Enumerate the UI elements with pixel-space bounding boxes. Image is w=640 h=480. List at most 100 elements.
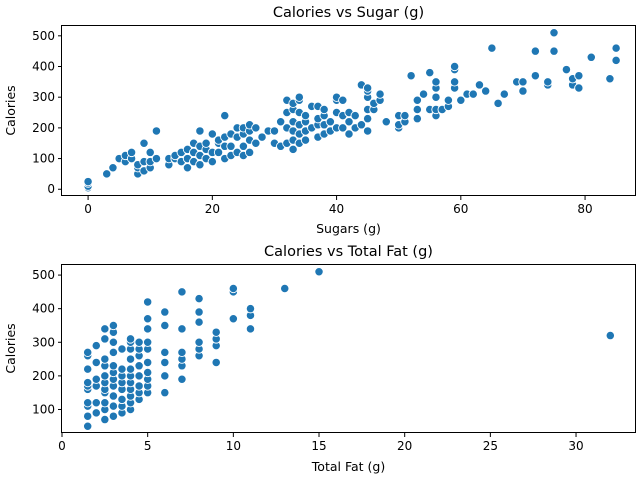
sugar-chart-point (412, 95, 422, 105)
sugar-chart-xtick-label: 20 (205, 202, 220, 216)
fat-chart-point (177, 324, 187, 334)
sugar-chart-point (319, 104, 329, 115)
sugar-chart-point (226, 141, 236, 151)
fat-chart-point (108, 401, 119, 411)
fat-chart-point (117, 364, 127, 374)
sugar-chart-point (213, 147, 224, 158)
sugar-chart-point (449, 77, 460, 87)
fat-chart-point (83, 377, 93, 388)
sugar-chart-point (418, 89, 429, 99)
sugar-chart-point (443, 95, 454, 105)
fat-chart-point (314, 267, 324, 277)
sugar-chart-point (586, 52, 596, 62)
sugar-chart-points (83, 28, 621, 193)
sugar-chart-ytick-label: 300 (32, 90, 55, 104)
fat-chart-point (177, 287, 187, 297)
sugar-chart-point (238, 141, 249, 151)
fat-chart-point (83, 364, 93, 374)
fat-chart-point (108, 337, 119, 347)
sugar-chart-point (530, 71, 541, 81)
sugar-chart-xlabel: Sugars (g) (316, 221, 381, 236)
fat-chart-xtick-label: 15 (311, 439, 326, 453)
sugar-chart-point (425, 67, 435, 78)
fat-chart-point (100, 354, 110, 364)
fat-chart-xtick-label: 20 (397, 439, 412, 453)
sugar-chart-point (518, 77, 528, 87)
sugar-chart-point (375, 89, 385, 99)
fat-chart-point (108, 347, 119, 358)
sugar-chart-point (151, 153, 162, 164)
sugar-chart-point (269, 126, 280, 136)
fat-chart-point (117, 394, 127, 405)
fat-chart-point (108, 361, 119, 371)
fat-chart-point (91, 340, 101, 351)
fat-chart-point (160, 357, 170, 368)
fat-chart-ytick-label: 100 (32, 402, 55, 416)
sugar-chart-frame (61, 25, 636, 196)
sugar-chart-point (362, 126, 373, 136)
fat-chart-xtick-label: 30 (568, 439, 583, 453)
sugar-chart-point (102, 169, 112, 179)
fat-chart-point (160, 388, 170, 398)
fat-chart-point (245, 304, 256, 314)
sugar-chart-point (325, 117, 336, 127)
sugar-chart-point (151, 126, 162, 136)
fat-chart-xtick-label: 25 (483, 439, 498, 453)
sugar-chart-point (400, 110, 410, 121)
fat-chart-ylabel: Calories (3, 323, 18, 373)
sugar-chart-point (201, 138, 211, 148)
sugar-chart-point (207, 156, 217, 167)
fat-chart-frame (61, 264, 636, 433)
fat-chart-point (108, 391, 119, 401)
sugar-chart-point (449, 61, 460, 72)
sugar-chart-point (276, 117, 286, 127)
sugar-chart-point (288, 144, 298, 155)
fat-chart-point (245, 324, 256, 334)
fat-chart-point (605, 330, 615, 341)
fat-chart-point (108, 320, 119, 331)
fat-chart-point (100, 334, 110, 344)
fat-chart-point (134, 371, 144, 381)
fat-chart-point (91, 398, 101, 408)
fat-chart-point (117, 344, 127, 354)
fat-chart-title: Calories vs Total Fat (g) (264, 244, 433, 260)
fat-chart-point (83, 421, 93, 431)
sugar-chart-point (207, 129, 217, 139)
fat-chart-point (160, 320, 170, 331)
fat-chart-point (143, 357, 153, 368)
sugar-chart-point (431, 92, 441, 102)
sugar-chart-point (481, 86, 491, 96)
fat-chart-point (211, 357, 221, 368)
sugar-chart-xtick-label: 0 (84, 202, 92, 216)
sugar-chart-point (244, 147, 255, 158)
sugar-chart-point (456, 95, 466, 105)
fat-chart-point (143, 337, 153, 347)
fat-chart-point (100, 414, 110, 425)
fat-chart-ytick-label: 500 (32, 268, 55, 282)
fat-chart-point (194, 307, 204, 317)
fat-chart-point (91, 408, 101, 418)
sugar-chart-point (530, 46, 541, 56)
sugar-chart-point (195, 126, 205, 136)
fat-chart-point (83, 398, 93, 408)
sugar-chart-point (300, 135, 311, 145)
fat-chart-ytick-label: 300 (32, 335, 55, 349)
sugar-chart-ytick-label: 200 (32, 121, 55, 135)
sugar-chart-point (381, 117, 391, 127)
sugar-chart-point (356, 120, 367, 130)
sugar-chart-point (338, 95, 348, 105)
sugar-chart-point (487, 43, 497, 53)
sugar-chart-point (344, 117, 354, 127)
sugar-chart-point (406, 71, 416, 81)
sugar-chart-point (139, 138, 149, 148)
sugar-chart-point (493, 98, 503, 108)
sugar-chart-point (195, 160, 205, 170)
sugar-chart-point (251, 123, 261, 133)
sugar-chart-point (474, 80, 485, 90)
sugar-chart-point (574, 83, 584, 93)
fat-chart-point (143, 324, 153, 334)
fat-chart-xlabel: Total Fat (g) (311, 459, 385, 474)
sugar-chart-point (412, 104, 422, 115)
fat-chart-point (177, 347, 187, 358)
sugar-chart-ylabel: Calories (3, 85, 18, 135)
